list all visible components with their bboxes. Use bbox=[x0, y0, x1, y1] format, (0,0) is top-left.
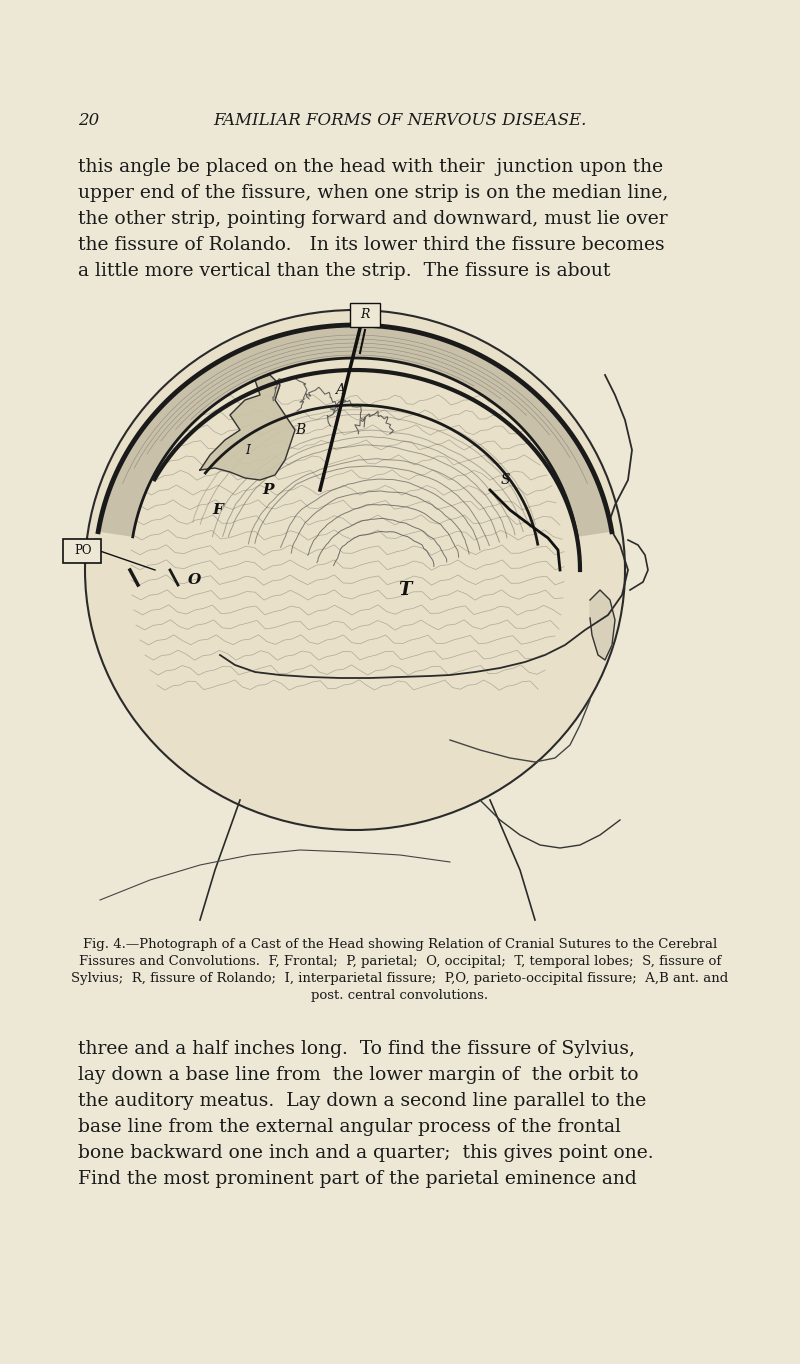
Text: Fissures and Convolutions.  F, Frontal;  P, parietal;  O, occipital;  T, tempora: Fissures and Convolutions. F, Frontal; P… bbox=[79, 955, 721, 968]
Text: the auditory meatus.  Lay down a second line parallel to the: the auditory meatus. Lay down a second l… bbox=[78, 1093, 646, 1110]
Text: A: A bbox=[335, 383, 345, 397]
Text: T: T bbox=[398, 581, 412, 599]
Text: three and a half inches long.  To find the fissure of Sylvius,: three and a half inches long. To find th… bbox=[78, 1039, 635, 1058]
Text: FAMILIAR FORMS OF NERVOUS DISEASE.: FAMILIAR FORMS OF NERVOUS DISEASE. bbox=[214, 112, 586, 130]
FancyBboxPatch shape bbox=[350, 303, 380, 327]
Text: lay down a base line from  the lower margin of  the orbit to: lay down a base line from the lower marg… bbox=[78, 1067, 638, 1084]
Text: upper end of the fissure, when one strip is on the median line,: upper end of the fissure, when one strip… bbox=[78, 184, 668, 202]
Polygon shape bbox=[590, 591, 615, 660]
Text: the fissure of Rolando.   In its lower third the fissure becomes: the fissure of Rolando. In its lower thi… bbox=[78, 236, 665, 254]
Text: Sylvius;  R, fissure of Rolando;  I, interparietal fissure;  P,O, parieto-occipi: Sylvius; R, fissure of Rolando; I, inter… bbox=[71, 973, 729, 985]
Text: S: S bbox=[500, 473, 510, 487]
Text: Fig. 4.—Photograph of a Cast of the Head showing Relation of Cranial Sutures to : Fig. 4.—Photograph of a Cast of the Head… bbox=[83, 938, 717, 951]
Text: the other strip, pointing forward and downward, must lie over: the other strip, pointing forward and do… bbox=[78, 210, 668, 228]
Text: B: B bbox=[295, 423, 305, 436]
Text: bone backward one inch and a quarter;  this gives point one.: bone backward one inch and a quarter; th… bbox=[78, 1144, 654, 1162]
Polygon shape bbox=[200, 375, 295, 480]
Text: 20: 20 bbox=[78, 112, 99, 130]
Text: this angle be placed on the head with their  junction upon the: this angle be placed on the head with th… bbox=[78, 158, 663, 176]
Text: Find the most prominent part of the parietal eminence and: Find the most prominent part of the pari… bbox=[78, 1170, 637, 1188]
Text: a little more vertical than the strip.  The fissure is about: a little more vertical than the strip. T… bbox=[78, 262, 610, 280]
Text: base line from the external angular process of the frontal: base line from the external angular proc… bbox=[78, 1118, 621, 1136]
Polygon shape bbox=[98, 325, 612, 537]
Text: PO: PO bbox=[74, 544, 92, 558]
Text: F: F bbox=[213, 503, 223, 517]
Text: I: I bbox=[246, 443, 250, 457]
FancyBboxPatch shape bbox=[63, 539, 101, 563]
Ellipse shape bbox=[85, 310, 625, 831]
Text: P: P bbox=[262, 483, 274, 496]
Text: post. central convolutions.: post. central convolutions. bbox=[311, 989, 489, 1003]
Text: R: R bbox=[360, 308, 370, 322]
Text: O: O bbox=[188, 573, 202, 587]
